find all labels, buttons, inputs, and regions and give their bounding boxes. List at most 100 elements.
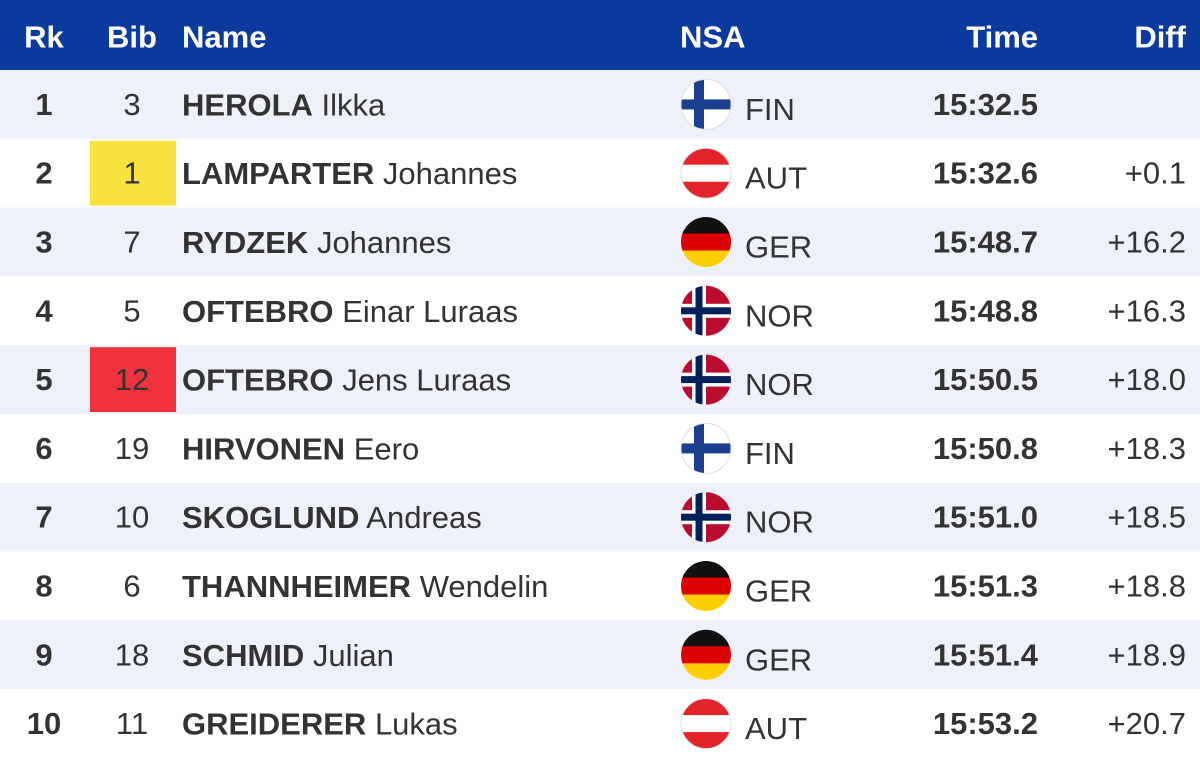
rank: 2 <box>35 156 52 191</box>
first-name: Johannes <box>383 156 517 191</box>
nsa: GER <box>745 574 812 609</box>
header-bib: Bib <box>107 20 157 55</box>
nsa: NOR <box>745 367 814 402</box>
header-time: Time <box>966 20 1038 55</box>
surname: LAMPARTER <box>182 156 374 191</box>
row-background <box>0 551 1200 621</box>
header-diff: Diff <box>1134 20 1186 55</box>
bib: 3 <box>123 87 140 122</box>
rank: 8 <box>35 569 52 604</box>
first-name: Julian <box>313 637 394 672</box>
first-name: Lukas <box>375 706 458 741</box>
bib: 11 <box>116 706 148 741</box>
rank: 3 <box>35 225 52 260</box>
first-name: Wendelin <box>420 569 549 604</box>
diff: +18.3 <box>1108 431 1186 466</box>
nsa: NOR <box>745 505 814 540</box>
diff: +16.2 <box>1108 225 1186 260</box>
nsa: FIN <box>745 436 795 471</box>
bib: 10 <box>115 500 149 535</box>
time: 15:50.5 <box>933 362 1038 397</box>
diff: +16.3 <box>1108 293 1186 328</box>
surname: OFTEBRO <box>182 362 334 397</box>
time: 15:50.8 <box>933 431 1038 466</box>
bib: 18 <box>115 637 149 672</box>
rank: 6 <box>35 431 52 466</box>
first-name: Jens Luraas <box>342 362 511 397</box>
diff: +18.9 <box>1108 637 1186 672</box>
athlete-name: THANNHEIMER Wendelin <box>182 569 548 604</box>
athlete-name: SCHMID Julian <box>182 637 394 672</box>
time: 15:32.5 <box>933 87 1038 122</box>
time: 15:32.6 <box>933 156 1038 191</box>
surname: RYDZEK <box>182 225 309 260</box>
bib-highlight <box>90 140 176 206</box>
time: 15:51.3 <box>933 569 1038 604</box>
first-name: Einar Luraas <box>342 293 518 328</box>
athlete-name: OFTEBRO Einar Luraas <box>182 293 518 328</box>
bib: 12 <box>115 362 149 397</box>
row-background <box>0 207 1200 277</box>
nsa: NOR <box>745 298 814 333</box>
surname: SCHMID <box>182 637 304 672</box>
nsa: GER <box>745 642 812 677</box>
surname: HIRVONEN <box>182 431 345 466</box>
rank: 1 <box>35 87 52 122</box>
surname: SKOGLUND <box>182 500 359 535</box>
bib: 1 <box>123 156 140 191</box>
row-background <box>0 345 1200 414</box>
header-bar <box>0 0 1200 70</box>
rank: 9 <box>35 637 52 672</box>
row-background <box>0 70 1200 139</box>
diff: +18.5 <box>1108 500 1186 535</box>
row-background <box>0 414 1200 483</box>
first-name: Andreas <box>366 500 481 535</box>
athlete-name: SKOGLUND Andreas <box>182 500 482 535</box>
nsa: FIN <box>745 92 795 127</box>
time: 15:48.8 <box>933 293 1038 328</box>
athlete-name: LAMPARTER Johannes <box>182 156 517 191</box>
bib: 7 <box>123 225 140 260</box>
bib: 6 <box>123 569 140 604</box>
athlete-name: HEROLA Ilkka <box>182 87 386 122</box>
row-background <box>0 482 1200 552</box>
header-nsa: NSA <box>680 20 745 55</box>
surname: THANNHEIMER <box>182 569 411 604</box>
first-name: Ilkka <box>322 87 387 122</box>
bib: 5 <box>123 293 140 328</box>
athlete-name: OFTEBRO Jens Luraas <box>182 362 511 397</box>
surname: OFTEBRO <box>182 293 334 328</box>
time: 15:53.2 <box>933 706 1038 741</box>
row-background <box>0 620 1200 690</box>
time: 15:51.0 <box>933 500 1038 535</box>
diff: +20.7 <box>1108 706 1186 741</box>
surname: HEROLA <box>182 87 313 122</box>
rank: 7 <box>35 500 52 535</box>
header-name: Name <box>182 20 266 55</box>
rank: 4 <box>35 293 53 328</box>
athlete-name: HIRVONEN Eero <box>182 431 419 466</box>
row-background <box>0 138 1200 208</box>
surname: GREIDERER <box>182 706 366 741</box>
time: 15:51.4 <box>933 637 1039 672</box>
nsa: AUT <box>745 161 807 196</box>
header-rank: Rk <box>24 20 64 55</box>
bib: 19 <box>115 431 149 466</box>
bib-highlight <box>90 347 176 412</box>
rank: 5 <box>35 362 52 397</box>
athlete-name: RYDZEK Johannes <box>182 225 451 260</box>
diff: +18.0 <box>1108 362 1186 397</box>
row-background <box>0 276 1200 346</box>
athlete-name: GREIDERER Lukas <box>182 706 458 741</box>
time: 15:48.7 <box>933 225 1038 260</box>
diff: +18.8 <box>1108 569 1186 604</box>
diff: +0.1 <box>1125 156 1186 191</box>
nsa: AUT <box>745 711 807 746</box>
row-background <box>0 689 1200 758</box>
first-name: Eero <box>354 431 419 466</box>
nsa: GER <box>745 230 812 265</box>
rank: 10 <box>27 706 61 741</box>
first-name: Johannes <box>317 225 451 260</box>
